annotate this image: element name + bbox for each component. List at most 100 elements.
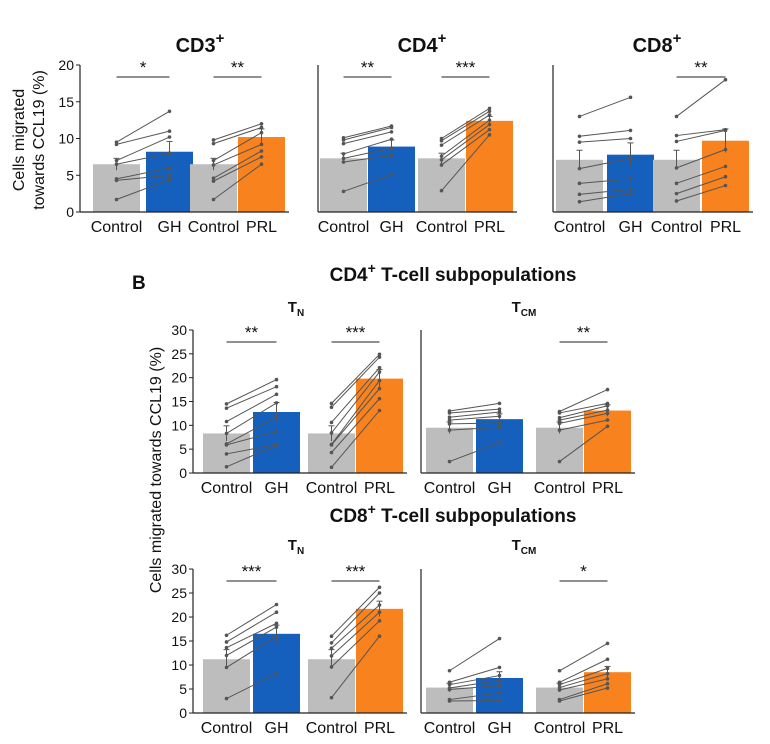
data-point [389,172,394,177]
data-point [447,699,452,703]
paired-line [226,402,277,434]
category-label: Control [424,480,476,497]
data-point [377,585,382,590]
chart-title: TN [288,537,304,557]
significance-label: *** [456,58,476,77]
category-label: GH [265,720,289,737]
paired-line [331,586,380,637]
paired-line [343,126,392,141]
paired-line [213,163,262,200]
data-point [329,465,334,470]
bar [356,378,403,473]
data-point [487,127,492,132]
data-point [557,459,562,464]
paired-line [116,167,170,180]
paired-line [116,110,170,143]
paired-line [449,411,500,418]
paired-line [579,178,631,184]
paired-line [676,129,726,142]
data-point [674,139,679,144]
data-point [259,162,264,167]
chart-panel-5: TN 0 5 10 15 20 25 30 Control GH Control PRL *** *** [171,537,407,737]
paired-line [331,388,380,446]
paired-line [449,442,500,463]
data-point [497,636,502,641]
bar [320,158,367,212]
data-point [329,695,334,700]
category-label: GH [488,720,512,737]
paired-line [226,379,277,405]
paired-line [331,367,380,423]
data-point [674,114,679,119]
y-tick-label: 20 [171,609,187,625]
category-label: Control [651,219,703,236]
category-label: Control [201,720,253,737]
bottom-ylabel: Cells migrated towards CCL19 (%) [148,347,165,593]
chart-title-sub: N [297,308,304,319]
data-point [224,452,229,456]
data-point [167,109,172,114]
data-point [224,696,229,701]
paired-line [226,604,277,636]
category-label: Control [188,219,240,236]
paired-line [559,687,608,702]
paired-line [676,185,726,202]
data-point [329,646,334,650]
paired-line [213,127,262,145]
chart-title-base: T [512,299,521,316]
data-point [329,420,334,425]
y-tick-label: 20 [171,370,187,386]
chart-panel-4: TCM Control GH Control PRL ** [420,299,635,497]
bar [93,164,140,212]
data-point [628,191,633,196]
data-point [274,377,279,382]
category-label: GH [619,219,643,236]
y-tick-label: 20 [58,57,74,73]
category-label: GH [158,219,182,236]
data-point [628,95,633,100]
paired-line [226,611,277,643]
category-label: PRL [592,720,623,737]
significance-label: ** [231,58,245,77]
paired-line [226,386,277,409]
data-point [674,181,679,186]
data-point [497,425,502,430]
bar [536,427,583,473]
data-point [167,135,172,139]
paired-line [559,658,608,683]
paired-line [226,673,277,700]
y-tick-label: 30 [171,322,187,338]
chart-title: TCM [512,299,537,319]
paired-line [116,174,170,181]
data-point [211,141,216,146]
paired-line [331,410,380,468]
data-point [605,418,610,422]
data-point [628,187,633,192]
paired-line [449,692,500,701]
top-ylabel-line1: Cells migrated [11,89,28,191]
data-point [114,178,119,183]
data-point [605,424,610,429]
paired-line [226,626,277,656]
y-tick-label: 15 [171,633,187,649]
data-point [341,189,346,194]
data-point [167,166,172,170]
data-point [497,698,502,703]
paired-line [559,673,608,689]
chart-title-sup: + [438,30,447,47]
data-point [577,140,582,144]
section-title-cd4: CD4+ T-cell subpopulations [330,260,577,286]
significance-label: *** [242,562,262,581]
data-point [605,681,610,686]
data-point [389,153,394,158]
y-tick-label: 25 [171,585,187,601]
data-point [211,138,216,142]
bar [426,427,473,473]
paired-line [441,110,490,142]
paired-line [331,635,380,698]
paired-line [579,193,631,203]
data-point [674,199,679,203]
y-tick-label: 10 [58,131,74,147]
top-ylabel-line2: towards CCL19 (%) [31,70,48,210]
